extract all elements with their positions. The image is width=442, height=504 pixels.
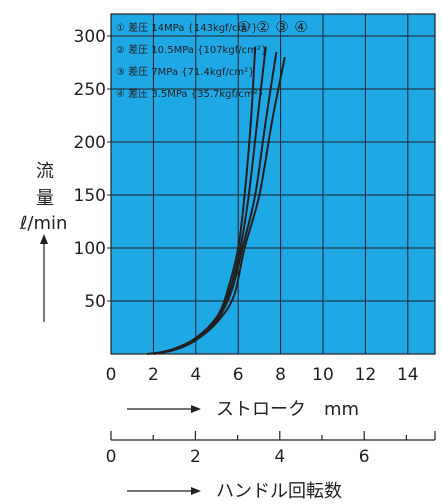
x-tick-label: 4 xyxy=(190,365,201,385)
x-axis-label: ストローク mm xyxy=(216,399,359,420)
x2-tick-label: 4 xyxy=(274,447,285,467)
grid xyxy=(111,14,435,354)
curve-marker-label: ② xyxy=(256,18,269,36)
x-tick-label: 8 xyxy=(275,365,286,385)
x-axis-arrow-head xyxy=(191,405,201,413)
series-line xyxy=(146,57,286,355)
legend: ① 差圧 14MPa {143kgf/cm²} ② 差圧 10.5MPa {107… xyxy=(116,21,267,100)
series-line xyxy=(153,46,267,355)
legend-entry: ① 差圧 14MPa {143kgf/cm²} xyxy=(116,21,258,34)
x2-axis-arrow-head xyxy=(191,487,201,495)
y-axis-label-char1: 流 xyxy=(36,161,54,182)
x-tick-label: 6 xyxy=(233,365,244,385)
x-tick-label: 0 xyxy=(106,365,117,385)
y-axis-arrow-head xyxy=(40,234,48,244)
x-tick-label: 2 xyxy=(148,365,159,385)
y-tick-label: 200 xyxy=(74,133,106,153)
curve-marker-label: ④ xyxy=(294,18,307,36)
x2-axis-label: ハンドル回転数 xyxy=(216,481,342,502)
x2-tick-label: 6 xyxy=(359,447,370,467)
y-axis-unit: ℓ/min xyxy=(19,213,67,234)
y-axis-label-char2: 量 xyxy=(36,188,54,209)
y-tick-label: 100 xyxy=(74,239,106,259)
y-axis-ticks: 50 100 150 200 250 300 xyxy=(74,27,111,312)
curve-marker-label: ③ xyxy=(275,18,288,36)
curves xyxy=(146,46,286,355)
x-axis-ticks: 0 2 4 6 8 10 12 14 xyxy=(106,365,419,385)
x-tick-label: 12 xyxy=(355,365,377,385)
legend-entry: ④ 差圧 3.5MPa {35.7kgf/cm²} xyxy=(116,87,264,100)
x2-tick-label: 2 xyxy=(190,447,201,467)
x2-tick-label: 0 xyxy=(106,447,117,467)
legend-entry: ③ 差圧 7MPa {71.4kgf/cm²} xyxy=(116,65,254,78)
curve-marker-label: ① xyxy=(237,18,250,36)
legend-entry: ② 差圧 10.5MPa {107kgf/cm²} xyxy=(116,43,267,56)
y-tick-label: 150 xyxy=(74,186,106,206)
x-tick-label: 10 xyxy=(312,365,334,385)
y-tick-label: 50 xyxy=(84,292,106,312)
y-tick-label: 300 xyxy=(74,27,106,47)
plot-area xyxy=(110,13,436,355)
x-tick-label: 14 xyxy=(397,365,419,385)
y-tick-label: 250 xyxy=(74,80,106,100)
